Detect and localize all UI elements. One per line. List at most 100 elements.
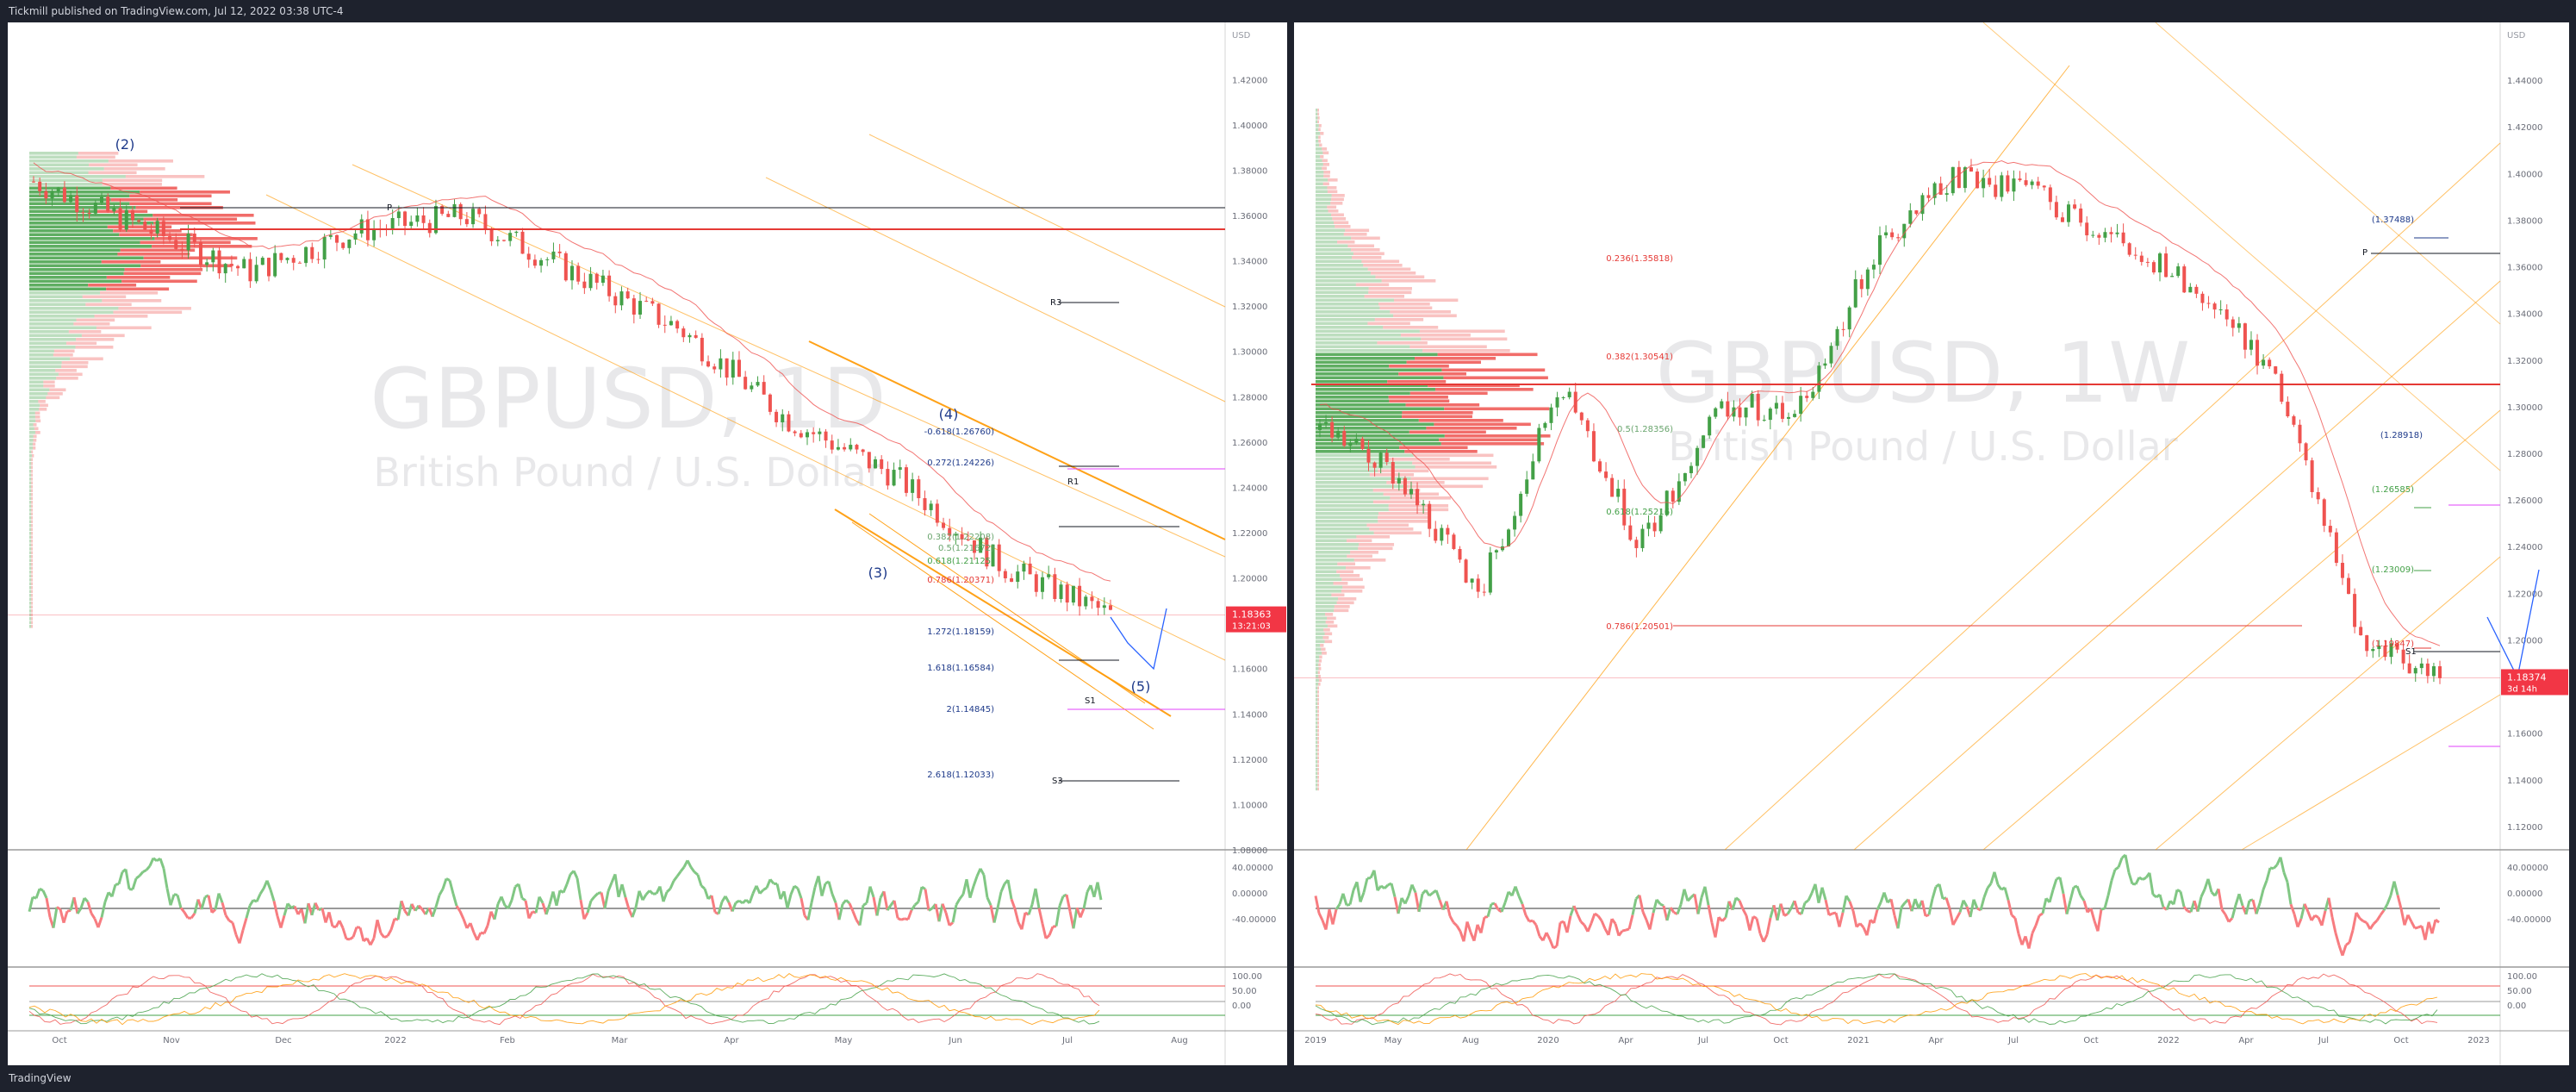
rsi-segment [2299, 903, 2306, 920]
volume-profile-bar [1316, 411, 1403, 415]
volume-profile-bar [1346, 566, 1371, 570]
volume-profile-bar [29, 477, 32, 481]
rsi-segment [214, 893, 221, 910]
candle-body [514, 231, 519, 234]
rsi-segment [844, 899, 851, 905]
rsi-segment [482, 925, 489, 934]
rsi-segment [269, 889, 276, 902]
rsi-segment [28, 896, 34, 913]
volume-profile-bar [31, 555, 33, 558]
fib-label: (1.37488) [2372, 215, 2414, 225]
rsi-segment [39, 887, 44, 892]
volume-profile-bar [1317, 787, 1319, 791]
candle-body [452, 203, 457, 217]
candle-body [2304, 443, 2308, 461]
volume-profile-bar [1316, 663, 1319, 667]
fib-label: 2(1.14845) [946, 705, 994, 714]
rsi-segment [1579, 920, 1586, 927]
candle-body [756, 382, 760, 386]
volume-profile-bar [31, 617, 33, 621]
volume-profile-bar [29, 264, 141, 268]
volume-profile-bar [29, 346, 76, 349]
rsi-segment [2158, 894, 2165, 908]
rsi-segment [176, 895, 183, 908]
volume-profile-bar [1316, 492, 1384, 496]
volume-profile-bar [40, 403, 48, 408]
tradingview-logo[interactable]: TradingView [9, 1072, 72, 1084]
rsi-segment [1851, 910, 1858, 927]
chart-panel-weekly[interactable]: USD GBPUSD, 1W British Pound / U.S. Dollar… [1294, 22, 2569, 1065]
volume-profile-bar [1318, 675, 1321, 678]
rsi-segment [1889, 899, 1896, 916]
volume-profile-bar [29, 334, 82, 338]
candle-body [174, 240, 178, 249]
price-axis-label: 1.32000 [1232, 303, 1267, 312]
rsi-segment [765, 878, 772, 889]
candle-body [2243, 323, 2247, 350]
candle-body [985, 537, 989, 567]
volume-profile-bar [1331, 197, 1344, 202]
volume-profile-bar [1316, 733, 1318, 737]
candle-body [2280, 373, 2284, 402]
rsi-segment [1600, 920, 1607, 930]
stoch-axis-label: 50.00 [2507, 987, 2532, 996]
rsi-segment [2138, 876, 2144, 881]
rsi-segment [1762, 933, 1769, 943]
price-axis-label: 1.10000 [1232, 801, 1267, 810]
rsi-segment [1838, 912, 1845, 927]
candle-body [744, 377, 748, 390]
volume-profile-bar [31, 493, 33, 496]
candle-body [886, 469, 890, 486]
volume-profile-bar [1319, 143, 1322, 147]
rsi-axis-label: 0.00000 [1232, 889, 1267, 899]
fib-label: 2.618(1.12033) [927, 771, 994, 780]
rsi-segment [1545, 932, 1552, 940]
pivot-label: S3 [1052, 777, 1063, 786]
candle-body [1591, 431, 1596, 462]
candle-body [1823, 363, 1827, 366]
candle-body [229, 264, 233, 266]
volume-profile-bar [1317, 109, 1319, 112]
volume-profile-bar [53, 353, 73, 357]
rsi-segment [448, 880, 455, 895]
rsi-segment [1669, 907, 1676, 914]
price-axis-label: 1.24000 [2507, 543, 2542, 552]
candle-body [69, 195, 73, 203]
candle-body [1537, 427, 1541, 462]
candle-body [1452, 534, 1456, 549]
volume-profile-bar [1322, 163, 1330, 166]
volume-profile-bar [29, 462, 32, 465]
volume-profile-bar [1316, 686, 1318, 690]
candle-body [1714, 408, 1718, 417]
channel-line [265, 194, 1226, 661]
rsi-segment [131, 877, 138, 890]
fib-label: 0.618(1.21125) [927, 557, 994, 566]
candle-body [1016, 571, 1020, 583]
rsi-segment [2279, 857, 2286, 873]
volume-profile-bar [29, 268, 125, 271]
rsi-segment [2165, 900, 2172, 911]
rsi-segment [2079, 895, 2086, 902]
candle-body [700, 337, 704, 362]
volume-profile-bar [1316, 756, 1318, 760]
rsi-segment [2117, 857, 2124, 868]
rsi-segment [279, 914, 286, 929]
volume-profile-bar [1316, 337, 1422, 341]
candle-body [2438, 666, 2442, 678]
chart-panel-daily[interactable]: USD GBPUSD, 1D British Pound / U.S. Dollar… [8, 22, 1287, 1065]
candle-body [2145, 261, 2150, 263]
candle-body [353, 233, 358, 240]
candle-body [2036, 181, 2040, 186]
candle-body [656, 303, 661, 325]
candle-body [1787, 416, 1791, 419]
volume-profile-bar [29, 532, 32, 535]
volume-profile-bar [1318, 678, 1322, 683]
volume-profile-bar [1316, 303, 1378, 306]
rsi-segment [1065, 894, 1072, 912]
volume-profile-bar [29, 558, 32, 563]
rsi-segment [1521, 903, 1528, 916]
volume-profile-bar [1316, 271, 1371, 275]
volume-profile-bar [34, 427, 39, 431]
